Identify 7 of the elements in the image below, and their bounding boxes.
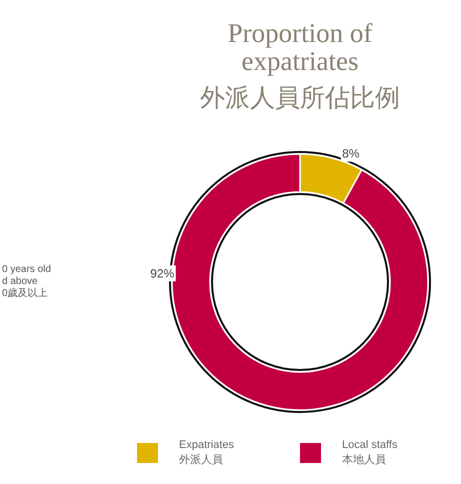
legend-label: Expatriates 外派人員 (179, 439, 235, 466)
chart-subtitle: 外派人員所佔比例 (200, 85, 400, 112)
legend-label: Local staffs 本地人員 (342, 439, 398, 466)
data-label: 8% (342, 146, 360, 161)
chart-title: Proportion of expatriates (228, 18, 372, 76)
text: 0 years old d above 0歲及以上 (2, 264, 51, 299)
data-label: 92% (150, 266, 175, 280)
